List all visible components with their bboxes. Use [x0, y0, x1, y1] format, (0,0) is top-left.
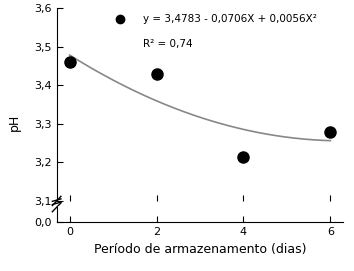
- Point: [327, 129, 333, 134]
- X-axis label: Período de armazenamento (dias): Período de armazenamento (dias): [94, 243, 306, 256]
- Text: y = 3,4783 - 0,0706X + 0,0056X²: y = 3,4783 - 0,0706X + 0,0056X²: [143, 14, 316, 24]
- Point: [154, 72, 159, 76]
- Text: R² = 0,74: R² = 0,74: [143, 39, 192, 49]
- Point: [241, 154, 246, 159]
- Text: pH: pH: [8, 113, 21, 131]
- Point: [67, 60, 73, 64]
